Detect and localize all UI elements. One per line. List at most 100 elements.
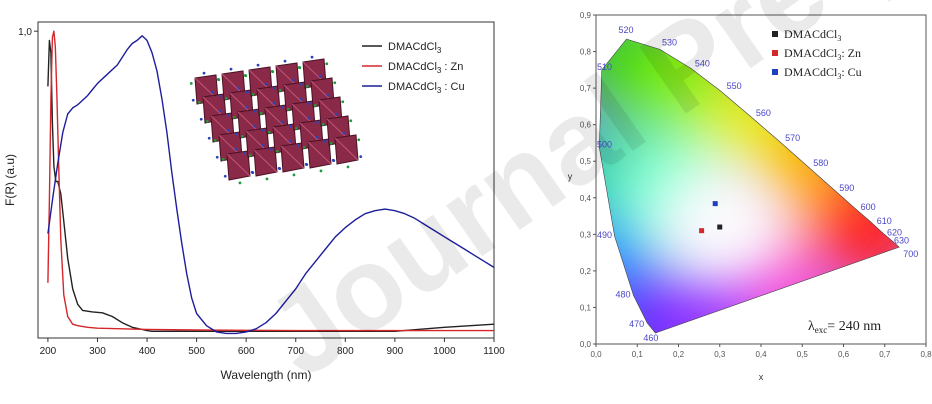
legend-swatch: [772, 31, 778, 37]
left-plot-frame: [37, 21, 495, 339]
y-tick-label: 1,0: [18, 27, 32, 38]
right-x-axis-label: x: [759, 372, 764, 382]
gamut-blob: [810, 169, 900, 286]
atom: [189, 81, 193, 85]
atom: [315, 135, 319, 139]
atom: [243, 73, 247, 77]
atom: [232, 115, 236, 119]
atom: [261, 143, 265, 147]
x-tick-label: 300: [89, 346, 106, 357]
x-tick-label: 0,3: [714, 350, 726, 359]
atom: [229, 67, 233, 71]
atom: [318, 74, 322, 78]
y-tick-label: 0,4: [580, 194, 592, 203]
locus-label: 480: [616, 289, 631, 299]
absorption-spectrum-chart: 200 300 400 500 600 700 800 900 1000 1100 1,0 Wave…: [3, 21, 505, 382]
x-tick-label: 1100: [483, 346, 505, 357]
atom: [325, 62, 329, 66]
atom: [277, 166, 281, 170]
atom: [326, 93, 330, 97]
atom: [313, 103, 317, 107]
atom: [251, 92, 255, 96]
atom: [297, 65, 301, 69]
atom: [226, 113, 230, 117]
atom: [215, 155, 219, 159]
crystal-structure-image: [189, 55, 363, 185]
y-tick-label: 0,2: [580, 267, 592, 276]
atom: [199, 117, 203, 121]
series-line-1: [47, 30, 494, 332]
x-tick-label: 0,0: [590, 350, 602, 359]
atom: [261, 128, 265, 132]
atom: [342, 131, 346, 135]
octahedron-edge: [253, 149, 278, 173]
atom: [280, 120, 284, 124]
atom: [197, 100, 201, 104]
x-tick-label: 1000: [433, 346, 456, 357]
atom: [299, 82, 303, 86]
atom: [256, 63, 260, 67]
x-tick-label: 500: [188, 346, 205, 357]
atom: [248, 153, 252, 157]
x-tick-label: 0,6: [838, 350, 850, 359]
atom: [286, 107, 290, 111]
atom: [319, 169, 323, 173]
locus-label: 550: [727, 81, 742, 91]
atom: [294, 126, 298, 130]
atom: [331, 158, 335, 162]
y-tick-label: 0,6: [580, 121, 592, 130]
legend-label: DMACdCl3: Cu: [784, 65, 862, 81]
legend-label: DMACdCl3: [388, 41, 442, 55]
atom: [305, 84, 309, 88]
locus-label: 540: [695, 58, 710, 68]
atom: [221, 157, 225, 161]
x-tick-label: 0,1: [632, 350, 644, 359]
atom: [242, 151, 246, 155]
gamut-outline: [598, 38, 900, 334]
legend-label: DMACdCl3: Zn: [784, 46, 861, 62]
atom: [207, 136, 211, 140]
atom: [245, 90, 249, 94]
atom: [280, 105, 284, 109]
atom: [269, 147, 273, 151]
legend-swatch: [772, 69, 778, 75]
atom: [259, 111, 263, 115]
atom: [304, 162, 308, 166]
atom: [278, 88, 282, 92]
locus-label: 530: [662, 37, 677, 47]
right-legend: DMACdCl3 DMACdCl3: Zn DMACdCl3: Cu: [772, 27, 862, 81]
x-tick-label: 900: [387, 346, 404, 357]
x-tick-label: 800: [337, 346, 354, 357]
atom: [288, 139, 292, 143]
x-tick-label: 0,4: [755, 350, 767, 359]
atom: [264, 82, 268, 86]
atom: [275, 149, 279, 153]
atom: [237, 86, 241, 90]
y-tick-label: 0,0: [580, 340, 592, 349]
y-tick-label: 0,3: [580, 230, 592, 239]
atom: [321, 122, 325, 126]
white-point: [653, 161, 794, 286]
atom: [265, 177, 269, 181]
atom: [323, 139, 327, 143]
locus-label: 520: [619, 25, 634, 35]
atom: [349, 119, 353, 123]
atom: [341, 100, 345, 104]
octahedron-edge: [280, 145, 305, 169]
locus-label: 500: [597, 139, 612, 149]
left-y-axis-label: F(R) (a.u): [3, 154, 17, 206]
figure-canvas: 200 300 400 500 600 700 800 900 1000 1100 1,0 Wave…: [3, 11, 932, 382]
locus-label: 700: [903, 249, 918, 259]
cie-point: [699, 228, 705, 234]
y-tick-label: 0,7: [580, 84, 592, 93]
x-tick-label: 0,2: [673, 350, 685, 359]
atom: [205, 119, 209, 123]
octahedron-edge: [226, 153, 251, 177]
locus-label: 620: [887, 227, 902, 237]
atom: [270, 69, 274, 73]
atom: [302, 145, 306, 149]
y-tick-label: 0,8: [580, 48, 592, 57]
left-series-lines: [47, 30, 495, 335]
x-tick-label: 0,7: [879, 350, 891, 359]
y-tick-label: 0,5: [580, 157, 592, 166]
